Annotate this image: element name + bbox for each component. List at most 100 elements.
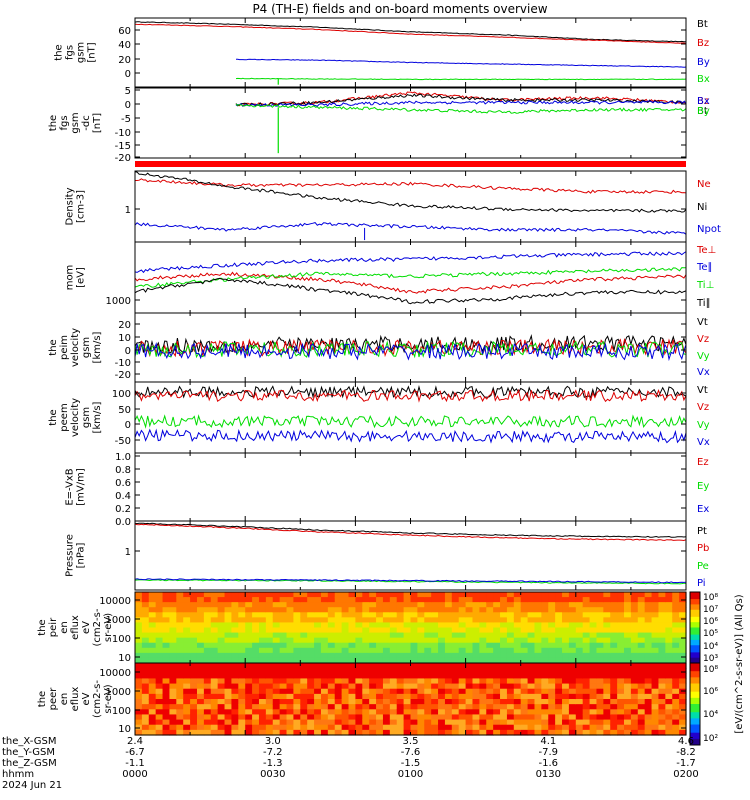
spectrogram-cell bbox=[589, 597, 598, 603]
spectrogram-cell bbox=[307, 673, 315, 680]
spectrogram-cell bbox=[541, 714, 549, 721]
spectrogram-cell bbox=[589, 637, 598, 644]
spectrogram-cell bbox=[575, 657, 584, 664]
spectrogram-cell bbox=[135, 592, 143, 598]
spectrogram-cell bbox=[417, 699, 425, 705]
spectrogram-cell bbox=[341, 612, 350, 618]
spectrogram-cell bbox=[438, 647, 446, 654]
spectrogram-cell bbox=[493, 714, 501, 721]
spectrogram-cell bbox=[176, 683, 184, 690]
spectrogram-cell bbox=[252, 632, 260, 639]
spectrogram-cell bbox=[472, 617, 480, 624]
spectrogram-cell bbox=[176, 597, 184, 603]
spectrogram-cell bbox=[376, 678, 384, 685]
spectrogram-cell bbox=[389, 637, 398, 644]
spectrogram-cell bbox=[451, 678, 460, 685]
spectrogram-cell bbox=[286, 627, 295, 634]
spectrogram-cell bbox=[362, 668, 370, 674]
spectrogram-cell bbox=[355, 647, 363, 654]
spectrogram-cell bbox=[258, 729, 267, 736]
spectrogram-cell bbox=[513, 693, 522, 700]
x-tick-label: -1.3 bbox=[263, 758, 283, 769]
spectrogram-cell bbox=[286, 602, 295, 608]
spectrogram-cell bbox=[196, 652, 205, 659]
spectrogram-cell bbox=[644, 612, 653, 618]
spectrogram-cell bbox=[417, 627, 425, 634]
spectrogram-cell bbox=[231, 714, 239, 721]
colorbar-top bbox=[690, 647, 700, 650]
spectrogram-cell bbox=[610, 612, 618, 618]
spectrogram-cell bbox=[203, 647, 212, 654]
spectrogram-cell bbox=[217, 688, 226, 695]
spectrogram-cell bbox=[658, 632, 666, 639]
spectrogram-cell bbox=[203, 597, 212, 603]
spectrogram-cell bbox=[190, 647, 198, 654]
spectrogram-cell bbox=[210, 678, 219, 685]
spectrogram-cell bbox=[252, 714, 260, 721]
spectrogram-cell bbox=[224, 704, 233, 710]
spectrogram-cell bbox=[513, 699, 522, 705]
spectrogram-cell bbox=[562, 704, 570, 710]
spectrogram-cell bbox=[555, 724, 563, 731]
spectrogram-cell bbox=[624, 592, 632, 598]
spectrogram-cell bbox=[307, 642, 315, 649]
spectrogram-cell bbox=[534, 597, 542, 603]
spectrogram-cell bbox=[624, 617, 632, 624]
spectrogram-cell bbox=[548, 632, 556, 639]
spectrogram-cell bbox=[238, 724, 246, 731]
x-tick-label: -7.9 bbox=[539, 747, 559, 758]
spectrogram-cell bbox=[624, 704, 632, 710]
spectrogram-cell bbox=[183, 592, 191, 598]
spectrogram-cell bbox=[382, 699, 391, 705]
spectrogram-cell bbox=[534, 678, 542, 685]
spectrogram-cell bbox=[465, 719, 474, 726]
spectrogram-cell bbox=[210, 699, 219, 705]
spectrogram-cell bbox=[410, 668, 418, 674]
spectrogram-cell bbox=[252, 709, 260, 716]
spectrogram-cell bbox=[644, 652, 653, 659]
spectrogram-cell bbox=[589, 607, 598, 613]
spectrogram-cell bbox=[644, 699, 653, 705]
spectrogram-cell bbox=[603, 652, 611, 659]
spectrogram-cell bbox=[355, 607, 363, 613]
spectrogram-cell bbox=[190, 622, 198, 629]
y-axis-label: the bbox=[48, 115, 59, 131]
spectrogram-cell bbox=[589, 693, 598, 700]
spectrogram-cell bbox=[451, 602, 460, 608]
spectrogram-cell bbox=[438, 663, 446, 669]
spectrogram-cell bbox=[444, 652, 453, 659]
colorbar-bottom bbox=[690, 712, 700, 715]
spectrogram-cell bbox=[458, 652, 467, 659]
spectrogram-cell bbox=[196, 617, 205, 624]
spectrogram-cell bbox=[541, 612, 549, 618]
spectrogram-cell bbox=[217, 612, 226, 618]
spectrogram-cell bbox=[135, 622, 143, 629]
spectrogram-cell bbox=[548, 704, 556, 710]
spectrogram-cell bbox=[238, 617, 246, 624]
spectrogram-cell bbox=[541, 617, 549, 624]
spectrogram-cell bbox=[162, 693, 171, 700]
spectrogram-cell bbox=[644, 602, 653, 608]
spectrogram-cell bbox=[534, 602, 542, 608]
spectrogram-cell bbox=[258, 693, 267, 700]
spectrogram-cell bbox=[210, 657, 219, 664]
spectrogram-cell bbox=[444, 612, 453, 618]
spectrogram-cell bbox=[575, 592, 584, 598]
spectrogram-cell bbox=[314, 699, 322, 705]
spectrogram-cell bbox=[376, 683, 384, 690]
spectrogram-cell bbox=[610, 617, 618, 624]
spectrogram-cell bbox=[610, 678, 618, 685]
spectrogram-cell bbox=[568, 704, 577, 710]
spectrogram-cell bbox=[630, 617, 639, 624]
spectrogram-cell bbox=[169, 642, 177, 649]
spectrogram-cell bbox=[520, 617, 529, 624]
spectrogram-cell bbox=[520, 709, 529, 716]
spectrogram-cell bbox=[279, 668, 288, 674]
spectrogram-cell bbox=[493, 693, 501, 700]
spectrogram-cell bbox=[624, 602, 632, 608]
spectrogram-cell bbox=[596, 709, 604, 716]
spectrogram-cell bbox=[506, 719, 515, 726]
spectrogram-cell bbox=[169, 607, 177, 613]
spectrogram-cell bbox=[575, 699, 584, 705]
spectrogram-cell bbox=[196, 709, 205, 716]
